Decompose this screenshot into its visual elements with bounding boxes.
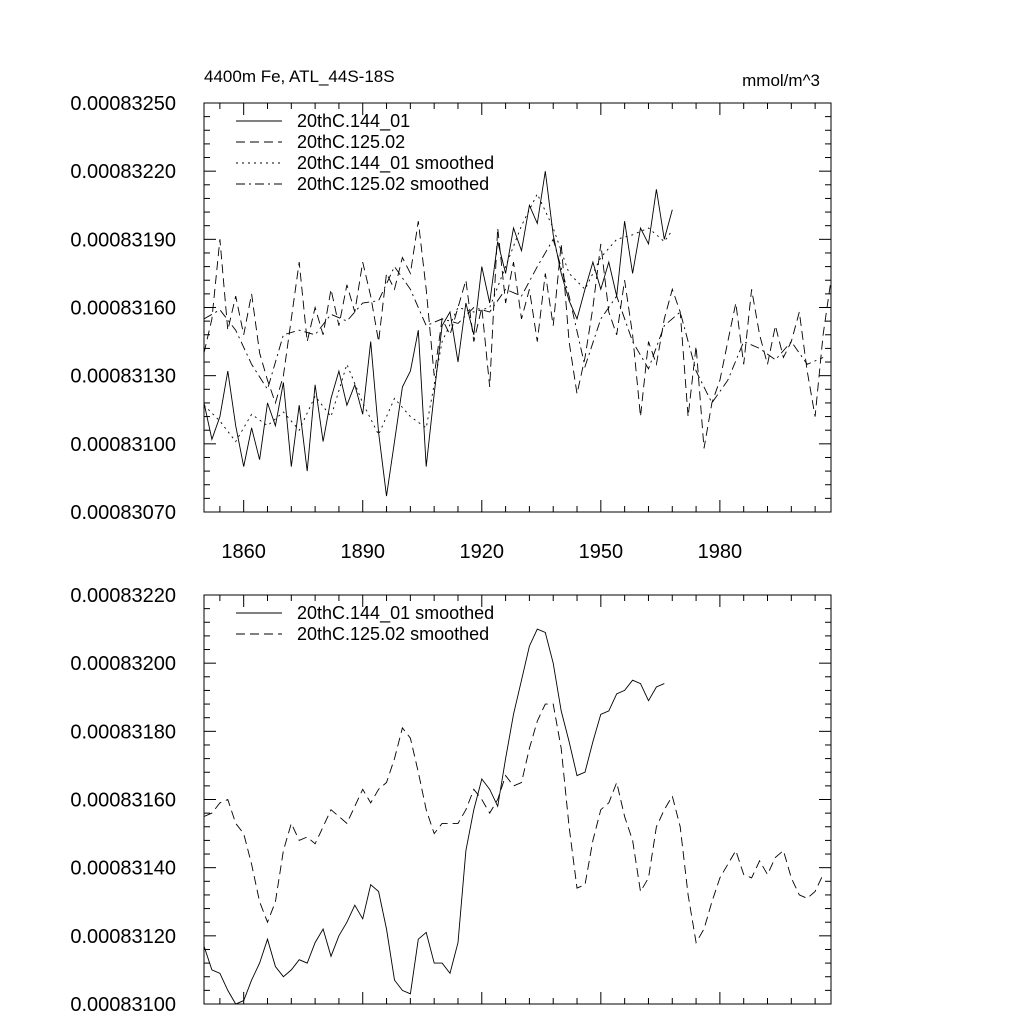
bottom-tick-group: 0.00083100 0.00083120 0.00083140 0.00083160… (70, 585, 831, 1016)
legend-label-2: 20thC.125.02 (297, 132, 405, 152)
x-tick-label: 1950 (579, 541, 624, 563)
top-panel: 4400m Fe, ATL_44S-18S mmol/m^3 1860 1890 1… (70, 67, 832, 563)
y-tick-label: 0.00083130 (70, 366, 176, 388)
y-tick-label: 0.00083220 (70, 585, 176, 607)
top-series-group (203, 171, 832, 497)
legend-label-4: 20thC.125.02 smoothed (297, 174, 489, 194)
y-tick-label: 0.00083200 (70, 653, 176, 675)
y-tick-label: 0.00083070 (70, 502, 176, 524)
y-tick-label: 0.00083220 (70, 161, 176, 183)
series-line-2 (203, 221, 832, 449)
y-tick-label: 0.00083160 (70, 298, 176, 320)
legend-label-1: 20thC.144_01 (297, 111, 410, 132)
x-tick-label: 1980 (698, 541, 743, 563)
bottom-series-group (203, 628, 824, 1005)
top-tick-group: 1860 1890 1920 1950 1980 0.00083070 0.00083100… (70, 93, 831, 563)
series-line-1 (203, 171, 673, 497)
series-line-2 (203, 703, 824, 944)
y-tick-label: 0.00083160 (70, 790, 176, 812)
x-tick-label: 1860 (221, 541, 266, 563)
y-tick-label: 0.00083120 (70, 926, 176, 948)
units-label: mmol/m^3 (742, 71, 820, 90)
legend-label-2: 20thC.125.02 smoothed (297, 624, 489, 644)
y-tick-label: 0.00083180 (70, 721, 176, 743)
y-tick-label: 0.00083190 (70, 229, 176, 251)
legend-label-3: 20thC.144_01 smoothed (297, 153, 494, 174)
y-tick-label: 0.00083250 (70, 93, 176, 115)
y-tick-label: 0.00083100 (70, 994, 176, 1016)
chart-title: 4400m Fe, ATL_44S-18S (204, 67, 395, 86)
legend-label-1: 20thC.144_01 smoothed (297, 603, 494, 624)
y-tick-label: 0.00083140 (70, 858, 176, 880)
series-line-3 (203, 192, 673, 443)
series-line-1 (203, 628, 665, 1005)
y-tick-label: 0.00083100 (70, 434, 176, 456)
bottom-panel: 0.00083100 0.00083120 0.00083140 0.00083160… (70, 585, 832, 1016)
x-tick-label: 1890 (340, 541, 385, 563)
series-line-4 (203, 238, 824, 404)
x-tick-label: 1920 (460, 541, 505, 563)
